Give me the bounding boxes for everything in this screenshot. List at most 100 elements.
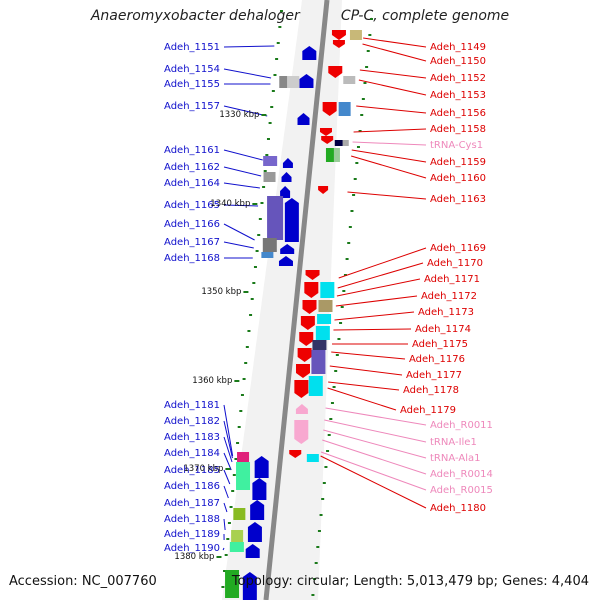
gene-arrow-forward [242,572,257,600]
tick-mark [353,178,357,180]
leader-line [322,439,427,475]
tick-mark [368,34,372,36]
tick-mark [321,498,325,500]
tick-mark [322,482,326,484]
gene-label-left: Adeh_1185 [164,465,220,476]
gene-label-right: Adeh_1179 [400,405,456,416]
scale-label: 1380 kbp [174,552,214,562]
gene-block [279,76,288,88]
gene-block [233,508,246,520]
tick-mark [244,362,248,364]
leader-line [358,79,427,96]
gene-arrow-reverse [302,300,317,314]
leader-line [223,149,263,161]
accession-text: Accession: NC_007760 [9,574,157,589]
rna-label-right: tRNA-Ile1 [430,437,477,448]
gene-label-right: Adeh_1172 [421,291,477,302]
leader-line [335,295,418,307]
leader-line [223,68,272,79]
gene-label-left: Adeh_1186 [164,481,220,492]
gene-label-left: Adeh_1151 [164,42,220,53]
tick-mark [313,578,317,580]
leader-line [223,204,259,207]
gene-block [231,530,244,544]
tick-mark [237,426,241,428]
gene-block [237,452,250,462]
gene-label-left: Adeh_1181 [164,400,220,411]
gene-label-right: Adeh_1178 [403,385,459,396]
gene-arrow-forward [299,74,314,88]
leader-line [320,455,427,509]
gene-block [308,376,323,396]
gene-arrow-forward [297,113,310,125]
gene-block [315,326,330,340]
tick-mark [316,546,320,548]
scale-label: 1360 kbp [192,376,232,386]
gene-label-right: Adeh_1171 [424,274,480,285]
tick-mark [229,506,233,508]
leader-line [347,191,427,200]
tick-mark [278,26,282,28]
tick-mark [240,394,244,396]
leader-line [223,223,255,241]
gene-arrow-forward [245,544,260,558]
leader-line [353,128,427,133]
tick-mark [355,162,359,164]
topology-text: Topology: circular; Length: 5,013,479 bp… [231,574,589,589]
scale-label: 1350 kbp [201,287,241,297]
gene-label-left: Adeh_1166 [164,219,220,230]
gene-label-right: Adeh_1153 [430,90,486,101]
tick-mark [249,314,253,316]
tick-mark [271,90,275,92]
gene-arrow-reverse [318,186,329,194]
gene-label-right: Adeh_1175 [412,339,468,350]
tick-mark [330,402,334,404]
gene-label-right: Adeh_1160 [430,173,486,184]
leader-line [351,149,427,163]
tick-mark [266,138,270,140]
leader-line [223,105,268,117]
gene-block [225,570,240,598]
scale-tick [261,114,267,116]
gene-arrow-forward [284,198,299,242]
gene-block [343,76,356,84]
gene-label-right: Adeh_1169 [430,243,486,254]
tick-mark [314,562,318,564]
gene-label-right: Adeh_1163 [430,194,486,205]
scale-tick [243,291,249,293]
leader-line [223,241,254,249]
leader-line [338,247,427,279]
leader-line [223,182,260,189]
tick-mark [332,386,336,388]
tick-mark [279,10,283,12]
feature-layer [225,30,362,600]
gene-arrow-reverse [331,30,346,40]
leader-line [223,502,228,513]
gene-block [342,140,349,146]
leader-line [328,381,400,391]
tick-mark [327,434,331,436]
gene-block [325,148,334,162]
tick-mark [276,42,280,44]
gene-arrow-forward [250,500,265,520]
gene-block [263,172,276,182]
tick-mark [324,466,328,468]
gene-block [333,148,340,162]
gene-arrow-forward [247,522,262,542]
tick-mark [234,458,238,460]
leader-line [223,469,231,485]
gene-arrow-reverse [294,420,309,444]
gene-arrow-forward [278,256,293,266]
gene-block [263,156,278,166]
tick-mark [360,114,364,116]
gene-arrow-forward [252,478,267,500]
leader-line [363,37,427,48]
gene-arrow-reverse [297,348,312,362]
tick-mark [369,18,373,20]
gene-block [317,314,332,324]
rna-label-right: Adeh_R0011 [430,420,493,431]
rna-label-right: tRNA-Ala1 [430,453,480,464]
tick-mark [365,66,369,68]
tick-mark [348,226,352,228]
